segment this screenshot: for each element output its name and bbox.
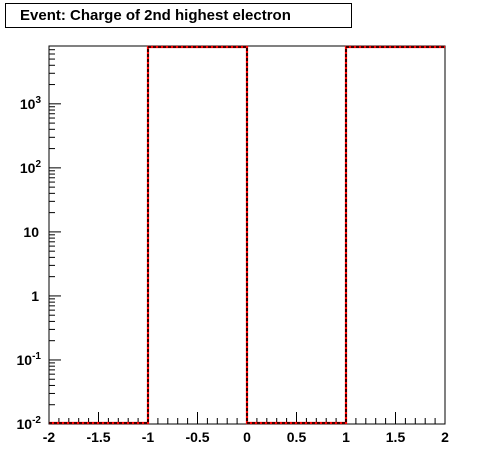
x-tick-label: 1 xyxy=(342,429,350,445)
x-tick-label: -1.5 xyxy=(86,429,110,445)
y-tick-label: 103 xyxy=(20,95,42,112)
histogram-series xyxy=(49,45,445,425)
y-tick-label: 1 xyxy=(31,288,39,304)
y-tick-mantissa: 10 xyxy=(17,416,33,432)
x-tick-label: 1.5 xyxy=(386,429,406,445)
x-tick-label: 0 xyxy=(243,429,251,445)
y-tick-mantissa: 10 xyxy=(20,96,36,112)
y-tick-label: 10 xyxy=(23,224,39,240)
y-tick-exponent: 2 xyxy=(35,159,41,170)
histogram-line-dashed xyxy=(49,46,445,424)
x-tick-label: 2 xyxy=(441,429,449,445)
y-tick-exponent: -2 xyxy=(32,415,41,426)
y-tick-mantissa: 10 xyxy=(20,160,36,176)
y-tick-exponent: 3 xyxy=(35,95,41,106)
x-tick-label: 0.5 xyxy=(287,429,307,445)
y-tick-label: 102 xyxy=(20,159,42,176)
y-tick-mantissa: 10 xyxy=(23,224,39,240)
title-box: Event: Charge of 2nd highest electron xyxy=(5,3,352,28)
chart-title: Event: Charge of 2nd highest electron xyxy=(20,7,291,24)
y-tick-mantissa: 1 xyxy=(31,288,39,304)
y-tick-label: 10-1 xyxy=(17,351,42,368)
y-tick-mantissa: 10 xyxy=(17,352,33,368)
x-tick-label: -1 xyxy=(142,429,155,445)
y-tick-exponent: -1 xyxy=(32,351,41,362)
x-tick-label: -2 xyxy=(43,429,56,445)
x-tick-label: -0.5 xyxy=(185,429,209,445)
y-tick-label: 10-2 xyxy=(17,415,42,432)
